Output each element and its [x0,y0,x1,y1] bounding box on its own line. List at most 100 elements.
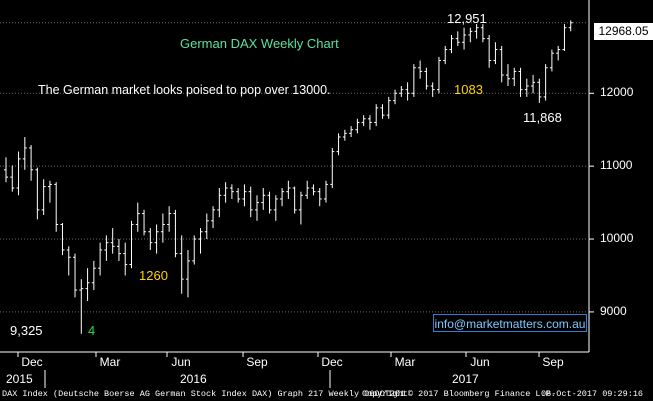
peak-annotation: 12,951 [447,11,487,26]
ohlc-bar-27 [173,209,178,258]
ohlc-bar-66 [418,60,423,79]
ohlc-bar-81 [512,67,517,86]
ohlc-bar-3 [22,137,27,170]
ohlc-bar-21 [135,202,140,232]
ohlc-bar-10 [66,246,71,276]
footer-bar: DAX Index (Deutsche Boerse AG German Sto… [0,388,653,401]
ohlc-bar-16 [104,235,109,261]
ohlc-bar-24 [154,224,159,254]
ohlc-bar-48 [305,180,310,199]
ohlc-bar-51 [324,180,329,203]
ohlc-bar-34 [217,188,222,218]
ohlc-bar-23 [148,228,153,250]
ohlc-bar-61 [386,96,391,119]
ohlc-bar-64 [405,82,410,101]
y-axis: 9000 10000 11000 12000 [589,0,653,352]
ohlc-bar-33 [211,206,216,229]
ohlc-bar-72 [455,31,460,46]
ohlc-bar-25 [160,213,165,243]
ohlc-bar-84 [531,75,536,94]
ohlc-bar-1 [10,165,15,192]
xtick-year-2017: 2017 [452,372,479,386]
ohlc-bar-17 [110,228,115,254]
ohlc-bar-44 [280,188,285,207]
ohlc-bar-14 [91,260,96,291]
ohlc-bar-7 [47,180,52,203]
ohlc-bar-47 [298,191,303,225]
x-axis: Dec Mar Jun Sep Dec Mar Jun Sep 2015 2016 2017 [0,352,590,388]
ohlc-bar-13 [85,268,90,301]
ohlc-bar-58 [367,115,372,130]
xtick-month-1: Mar [99,355,121,369]
ohlc-bar-35 [223,182,228,203]
ohlc-bar-70 [443,45,448,65]
commentary-text: The German market looks poised to pop ov… [38,83,331,97]
xtick-month-5: Mar [394,355,416,369]
ohlc-bar-55 [349,126,354,138]
ohlc-bar-4 [29,145,34,181]
ohlc-bar-40 [254,195,259,221]
ohlc-bar-87 [549,49,554,72]
chart-title: German DAX Weekly Chart [180,36,339,51]
ohlc-bar-2 [16,151,21,196]
ohlc-bar-78 [493,42,498,65]
ohlc-bar-90 [568,20,573,32]
ohlc-bar-36 [229,184,234,199]
ohlc-bar-73 [462,27,467,50]
ohlc-bar-6 [41,179,46,215]
ohlc-bar-52 [330,147,335,189]
ohlc-bar-28 [179,235,184,294]
ohlc-bar-9 [60,223,65,256]
ohlc-bar-89 [562,24,567,52]
contact-email: info@marketmatters.com.au [433,314,587,332]
xtick-year-2016: 2016 [180,372,207,386]
xtick-month-7: Sep [542,355,564,369]
ytick-label-11000: 11000 [600,158,633,173]
ohlc-bar-43 [273,195,278,221]
ohlc-bar-38 [242,184,247,207]
ohlc-bar-82 [518,67,523,97]
ohlc-bar-60 [380,104,385,119]
ohlc-bar-88 [556,45,561,61]
ohlc-bar-19 [123,242,128,276]
ohlc-bar-85 [537,78,542,103]
xtick-month-3: Sep [246,355,268,369]
footer-source: DAX Index (Deutsche Boerse AG German Sto… [2,389,405,399]
footer-copyright: Copyright© 2017 Bloomberg Finance L.P. [362,389,556,399]
ohlc-bar-42 [267,191,272,214]
last-price-tag: 12968.05 [594,23,653,40]
xtick-month-4: Dec [321,355,343,369]
footer-timestamp: 06-Oct-2017 09:29:16 [541,389,644,399]
trough-annotation: 11,868 [523,110,562,125]
ohlc-bar-79 [499,45,504,83]
ohlc-bar-12 [79,279,84,334]
points-1260-annotation: 1260 [139,268,168,283]
ohlc-bar-63 [399,85,404,97]
ohlc-bar-49 [311,184,316,196]
xtick-month-6: Jun [470,355,490,369]
ohlc-bar-18 [116,239,121,261]
wave-count-annotation: 4 [88,323,96,338]
ohlc-bar-46 [292,186,297,214]
ohlc-bar-59 [374,104,379,127]
ohlc-bar-22 [142,209,147,236]
ohlc-bar-45 [286,180,291,199]
ohlc-bar-50 [317,188,322,207]
ohlc-bar-31 [198,228,203,254]
ohlc-bar-29 [185,249,190,298]
ohlc-bar-37 [236,188,241,203]
ytick-label-10000: 10000 [600,231,634,246]
ohlc-bar-0 [4,157,8,183]
ytick-label-9000: 9000 [600,303,627,318]
ohlc-bar-56 [355,118,360,134]
ohlc-bar-53 [336,133,341,156]
ytick-label-12000: 12000 [600,85,634,100]
ohlc-bar-67 [424,67,429,90]
points-1083-annotation: 1083 [454,82,483,97]
low-annotation: 9,325 [10,323,43,338]
ohlc-bar-69 [436,56,441,94]
xtick-year-2015: 2015 [6,372,33,386]
ohlc-bar-30 [192,235,197,265]
ohlc-bar-32 [204,213,209,240]
